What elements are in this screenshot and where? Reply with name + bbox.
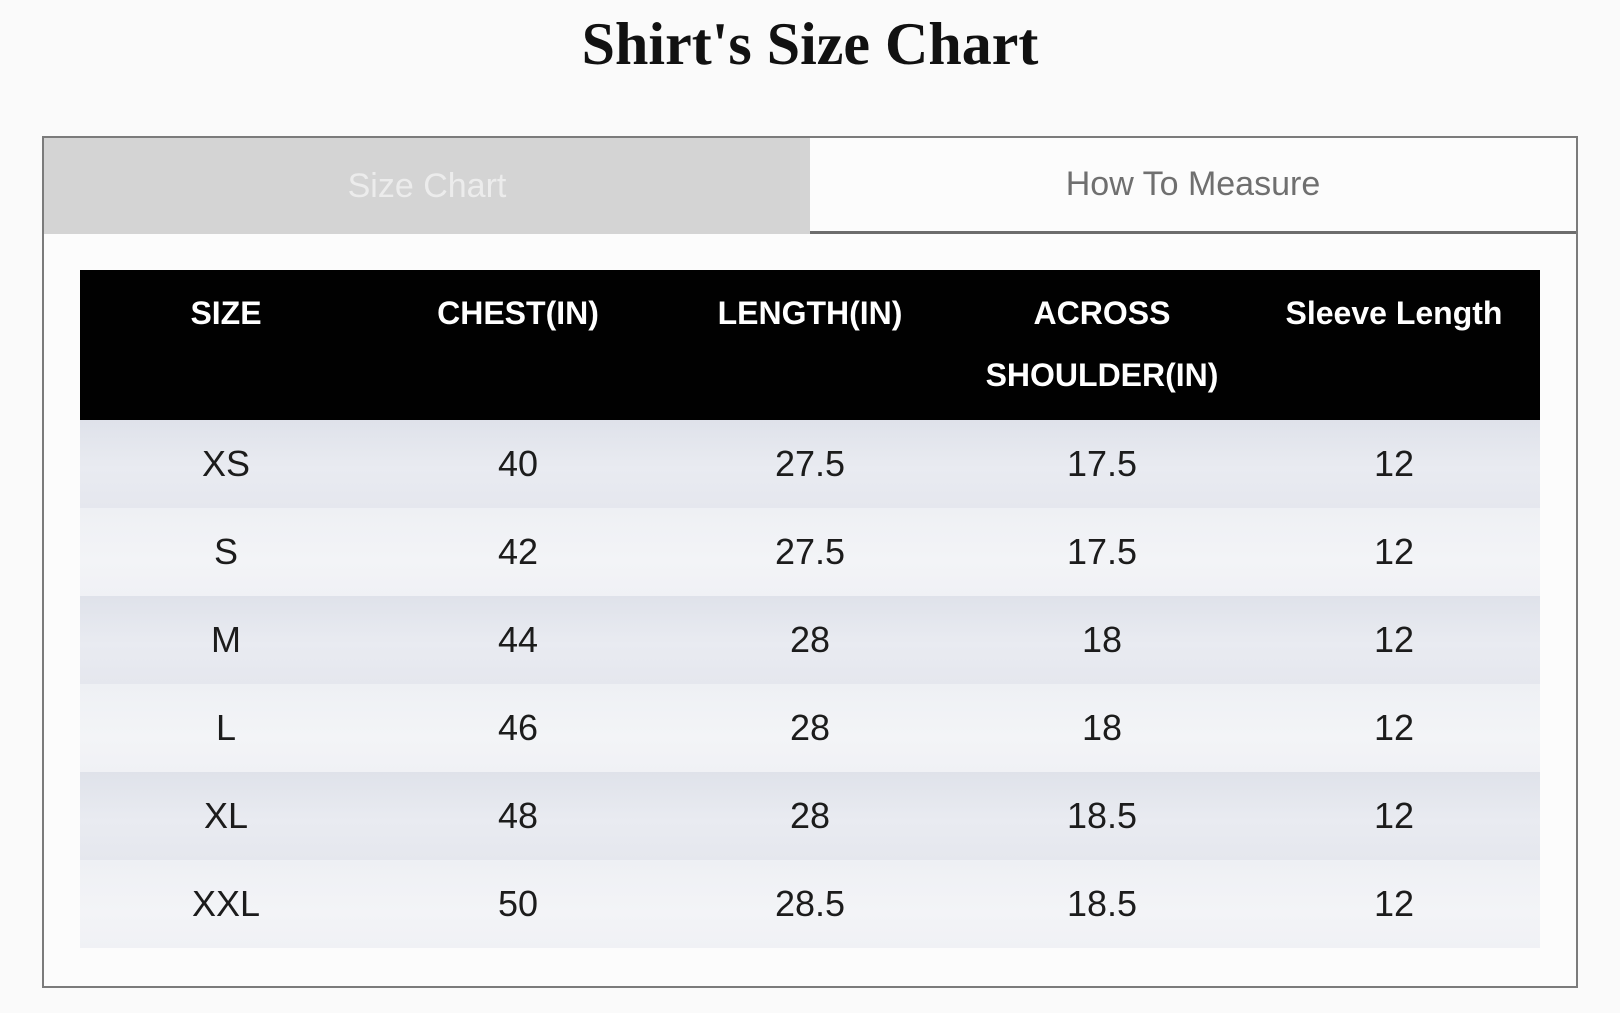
size-table-body: XS 40 27.5 17.5 12 S 42 27.5 17.5 12 M 44 28 18 12 L 46 2… <box>80 419 1540 948</box>
table-cell: 46 <box>497 706 539 748</box>
table-row: XL 48 28 18.5 12 <box>80 771 1540 860</box>
column-header-sleeve-length: Sleeve Length <box>1285 295 1503 331</box>
table-cell: 18.5 <box>1066 794 1138 836</box>
table-cell: S <box>213 530 238 572</box>
tab-size-chart-label: Size Chart <box>347 166 507 205</box>
table-cell: 18 <box>1081 618 1123 660</box>
column-header-length: LENGTH(IN) <box>717 295 903 331</box>
size-table: SIZE CHEST(IN) LENGTH(IN) ACROSS SHOULDE… <box>80 270 1540 948</box>
tab-how-to-measure-label: How To Measure <box>1065 165 1321 203</box>
table-cell: 28.5 <box>774 882 846 924</box>
table-cell: XL <box>203 794 249 836</box>
table-cell: 50 <box>497 882 539 924</box>
tabs-bar: Size Chart How To Measure <box>44 138 1576 234</box>
table-cell: 12 <box>1373 618 1415 660</box>
size-chart-widget: Size Chart How To Measure SIZE CHEST(IN)… <box>42 136 1578 988</box>
table-cell: 12 <box>1373 882 1415 924</box>
table-cell: 17.5 <box>1066 442 1138 484</box>
table-cell: 28 <box>789 618 831 660</box>
table-cell: 28 <box>789 794 831 836</box>
table-row: XS 40 27.5 17.5 12 <box>80 419 1540 508</box>
column-header-across-shoulder: ACROSS SHOULDER(IN) <box>985 295 1219 394</box>
table-row: S 42 27.5 17.5 12 <box>80 507 1540 596</box>
size-chart-panel: SIZE CHEST(IN) LENGTH(IN) ACROSS SHOULDE… <box>44 234 1576 986</box>
table-cell: 48 <box>497 794 539 836</box>
table-cell: 18 <box>1081 706 1123 748</box>
table-row: L 46 28 18 12 <box>80 683 1540 772</box>
column-header-size: SIZE <box>190 295 262 331</box>
table-cell: 12 <box>1373 706 1415 748</box>
table-cell: 40 <box>497 442 539 484</box>
table-cell: 17.5 <box>1066 530 1138 572</box>
table-cell: 12 <box>1373 530 1415 572</box>
page-title: Shirt's Size Chart <box>581 11 1039 77</box>
table-cell: M <box>211 618 241 660</box>
tab-how-to-measure[interactable]: How To Measure <box>810 138 1576 234</box>
table-row: XXL 50 28.5 18.5 12 <box>80 859 1540 948</box>
table-cell: 27.5 <box>774 530 846 572</box>
table-row: M 44 28 18 12 <box>80 595 1540 684</box>
table-cell: 18.5 <box>1066 882 1138 924</box>
table-cell: XS <box>201 442 251 484</box>
table-cell: L <box>215 706 237 748</box>
table-cell: 12 <box>1373 442 1415 484</box>
table-cell: 27.5 <box>774 442 846 484</box>
column-header-chest: CHEST(IN) <box>437 295 599 331</box>
table-cell: 12 <box>1373 794 1415 836</box>
table-header-row: SIZE CHEST(IN) LENGTH(IN) ACROSS SHOULDE… <box>80 270 1540 420</box>
table-cell: 44 <box>497 618 539 660</box>
tab-size-chart[interactable]: Size Chart <box>44 138 810 234</box>
table-cell: 28 <box>789 706 831 748</box>
table-cell: XXL <box>191 882 261 924</box>
table-cell: 42 <box>497 530 539 572</box>
